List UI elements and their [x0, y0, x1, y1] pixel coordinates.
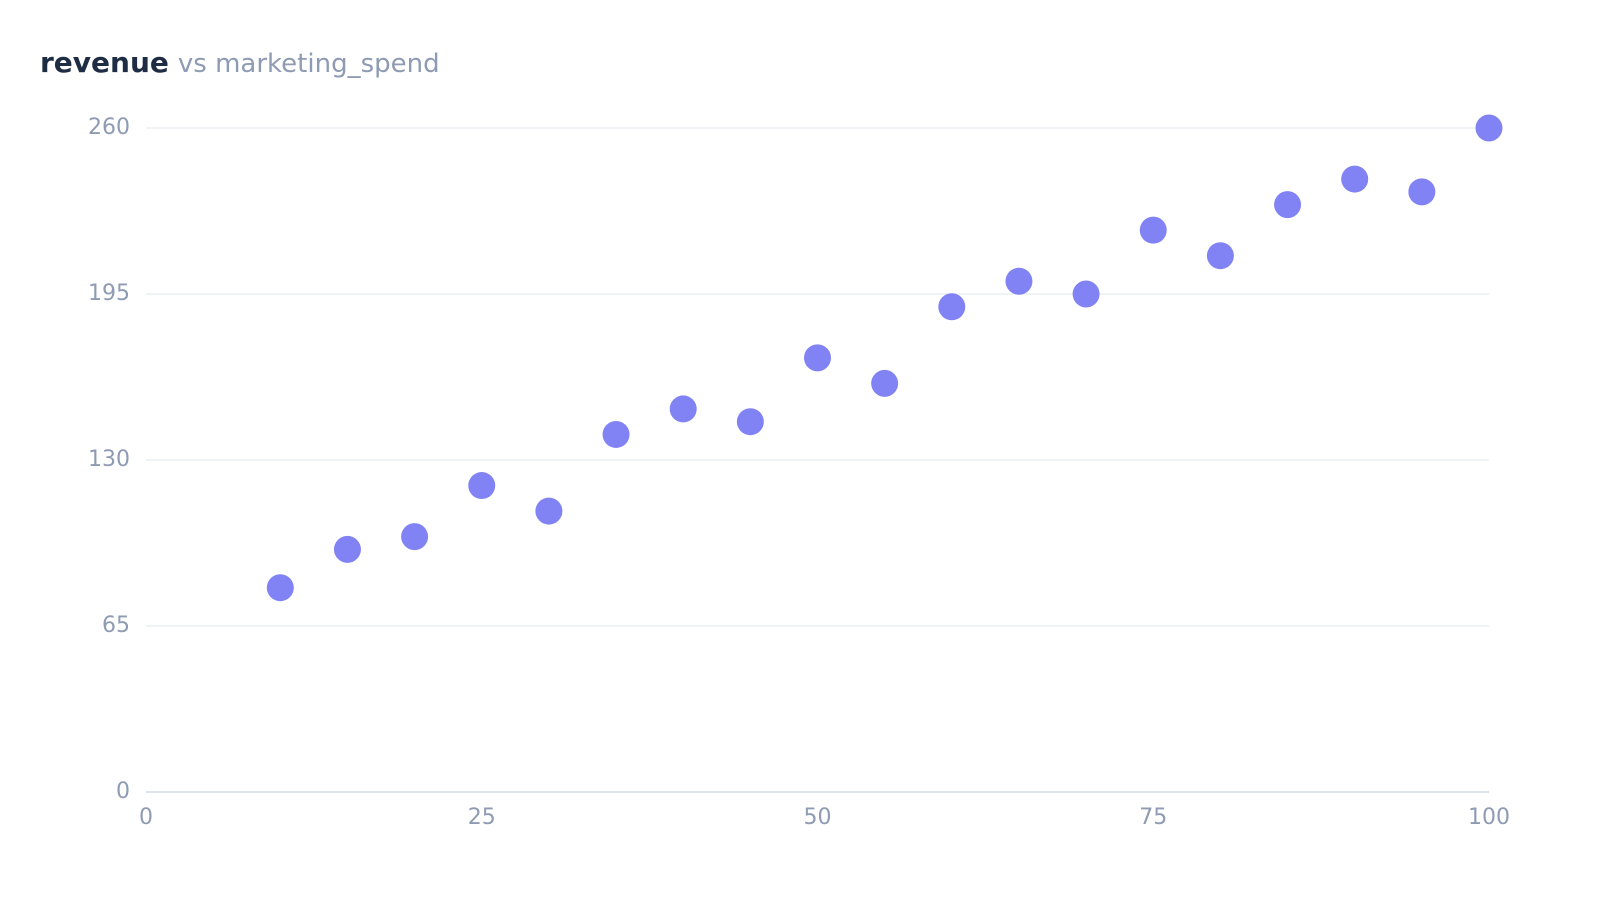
point — [1005, 267, 1033, 295]
chart-title: revenue — [40, 46, 169, 79]
point — [602, 420, 630, 448]
point — [1274, 191, 1302, 219]
x-tick-label: 100 — [1468, 805, 1510, 830]
point — [871, 369, 899, 397]
point — [266, 574, 294, 602]
y-tick-label: 65 — [102, 613, 130, 638]
y-tick-label: 130 — [88, 447, 130, 472]
chart-heading: revenue vs marketing_spend — [40, 46, 440, 79]
point — [333, 535, 361, 563]
y-tick-label: 260 — [88, 115, 130, 140]
point — [1341, 165, 1369, 193]
point — [736, 408, 764, 436]
point — [938, 293, 966, 321]
point — [1139, 216, 1167, 244]
point — [1475, 114, 1503, 142]
point — [1408, 178, 1436, 206]
x-tick-label: 75 — [1139, 805, 1167, 830]
x-tick-label: 0 — [139, 805, 153, 830]
point — [669, 395, 697, 423]
chart-subtitle: vs marketing_spend — [178, 49, 440, 79]
x-tick-label: 25 — [468, 805, 496, 830]
y-tick-label: 0 — [116, 779, 130, 804]
point — [535, 497, 563, 525]
point — [804, 344, 831, 372]
point — [1072, 280, 1100, 308]
point — [1206, 242, 1234, 270]
x-tick-label: 50 — [804, 805, 832, 830]
point — [401, 523, 429, 551]
y-tick-label: 195 — [88, 281, 130, 306]
point — [468, 472, 496, 500]
